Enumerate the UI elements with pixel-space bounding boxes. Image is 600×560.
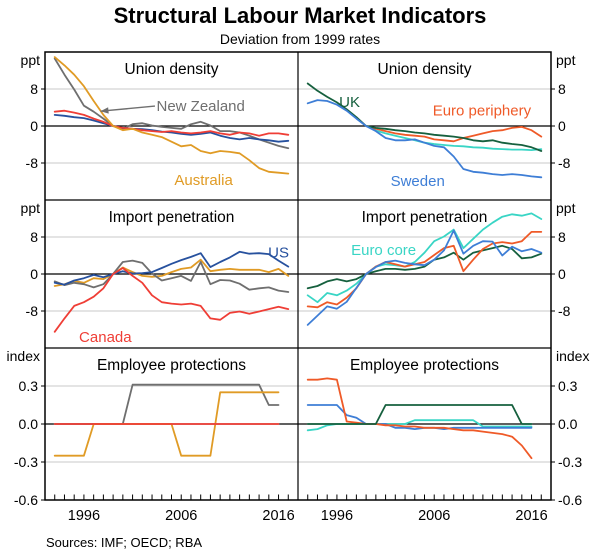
series-uk (306, 244, 543, 290)
y-tick-label: -0.6 (558, 492, 582, 508)
series-new_zealand (53, 57, 290, 150)
series-label-new_zealand: New Zealand (156, 98, 244, 115)
x-tick-label: 2006 (165, 508, 197, 524)
series-us (53, 250, 290, 286)
series-uk (306, 82, 543, 152)
y-tick-label: -0.6 (14, 492, 38, 508)
series-australia (53, 56, 290, 175)
y-tick-label: 8 (30, 81, 38, 97)
y-axis-unit: ppt (21, 200, 41, 216)
y-tick-label: 8 (30, 229, 38, 245)
x-tick-label: 2016 (515, 508, 547, 524)
series-canada (53, 267, 290, 333)
series-euro_periphery (306, 230, 543, 309)
series-australia (53, 258, 290, 287)
y-tick-label: 0 (30, 118, 38, 134)
x-tick-label: 2016 (262, 508, 294, 524)
chart-subtitle: Deviation from 1999 rates (219, 31, 381, 47)
chart-title: Structural Labour Market Indicators (113, 3, 487, 28)
plot-frame (44, 51, 552, 501)
y-tick-label: 0.0 (19, 416, 39, 432)
y-axis-unit: index (556, 348, 589, 364)
panel-title: Employee protections (97, 357, 246, 374)
y-tick-label: 0.0 (558, 416, 578, 432)
y-axis-unit: index (7, 348, 40, 364)
x-tick-label: 2006 (418, 508, 450, 524)
series-label-canada: Canada (79, 329, 132, 346)
y-tick-label: 0.3 (19, 378, 39, 394)
x-tick-label: 1996 (321, 508, 353, 524)
x-tick-label: 1996 (68, 508, 100, 524)
y-tick-label: 0 (30, 266, 38, 282)
y-tick-label: -8 (26, 303, 39, 319)
panel-title: Employee protections (350, 357, 499, 374)
series-label-euro_periphery: Euro periphery (433, 102, 532, 119)
panel-title: Import penetration (362, 209, 488, 226)
y-tick-label: -8 (26, 155, 39, 171)
series-euro_core (306, 212, 543, 304)
series-euro_core (365, 125, 543, 152)
y-tick-label: -0.3 (558, 454, 582, 470)
series-new_zealand (53, 383, 280, 425)
annotation-arrowhead (100, 107, 109, 114)
series-sweden (306, 404, 533, 431)
series-euro_periphery (306, 377, 533, 460)
y-tick-label: 0 (558, 266, 566, 282)
y-tick-label: 0.3 (558, 378, 578, 394)
series-label-uk: UK (339, 94, 360, 111)
series-us (53, 114, 290, 143)
chart-sources: Sources: IMF; OECD; RBA (46, 535, 203, 550)
y-tick-label: -8 (558, 155, 571, 171)
series-label-us: US (268, 245, 289, 262)
series-euro_periphery (365, 125, 543, 143)
panel-title: Import penetration (109, 209, 235, 226)
y-tick-label: 8 (558, 81, 566, 97)
series-sweden (306, 99, 543, 179)
annotation-arrow (100, 105, 156, 112)
panel-title: Union density (125, 61, 219, 78)
series-label-sweden: Sweden (391, 173, 445, 190)
y-axis-unit: ppt (556, 200, 576, 216)
series-label-euro_core: Euro core (351, 242, 416, 259)
y-tick-label: -8 (558, 303, 571, 319)
y-tick-label: 0 (558, 118, 566, 134)
y-axis-unit: ppt (21, 52, 41, 68)
series-new_zealand (53, 259, 290, 293)
y-tick-label: -0.3 (14, 454, 38, 470)
series-canada (53, 109, 290, 137)
series-uk (306, 404, 533, 425)
y-tick-label: 8 (558, 229, 566, 245)
y-axis-unit: ppt (556, 52, 576, 68)
panel-title: Union density (378, 61, 472, 78)
series-sweden (306, 229, 543, 326)
series-label-australia: Australia (174, 172, 233, 189)
